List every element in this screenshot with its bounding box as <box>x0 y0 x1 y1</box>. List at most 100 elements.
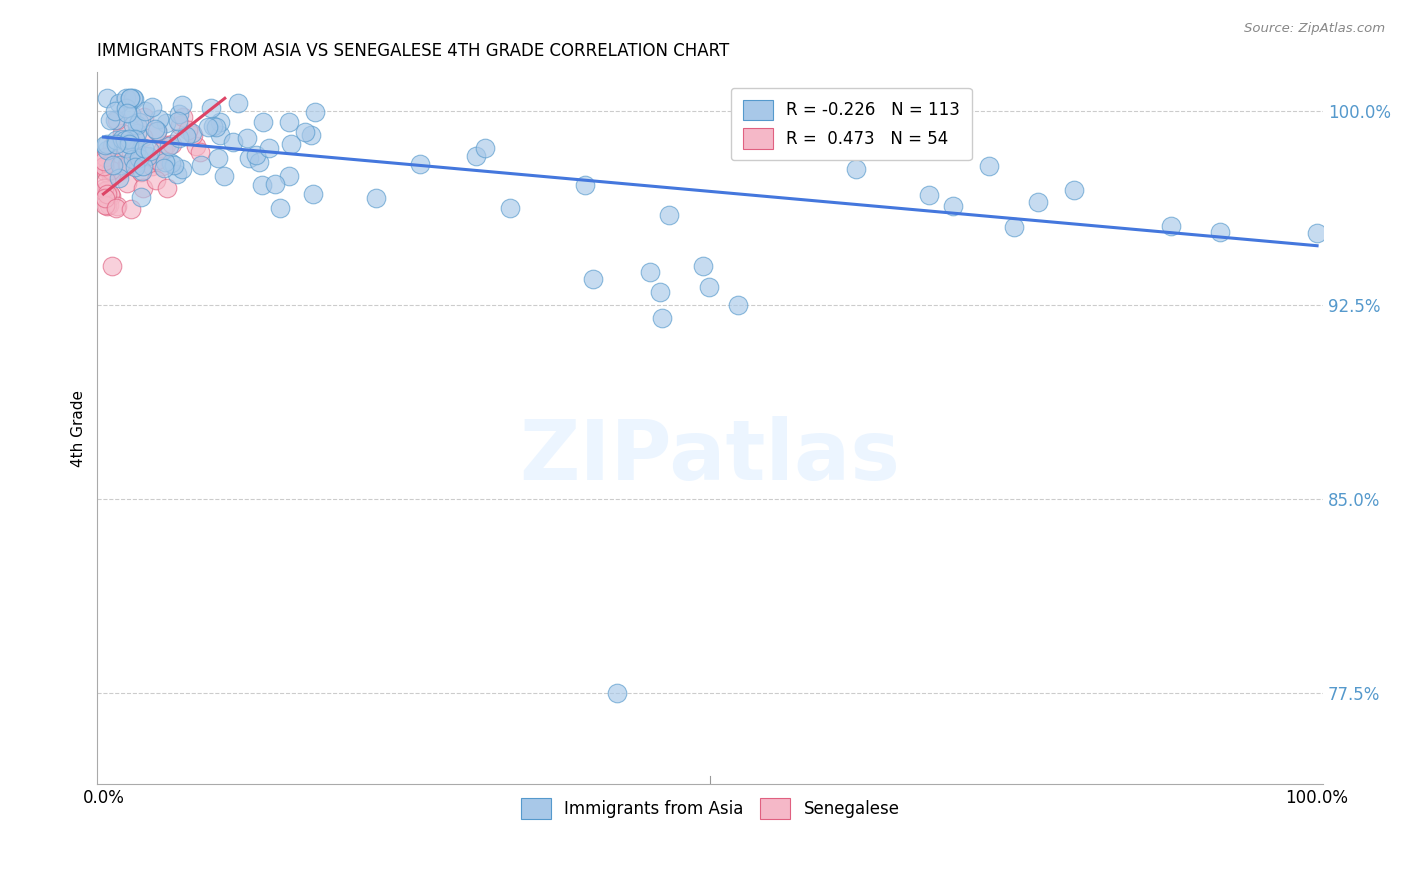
Y-axis label: 4th Grade: 4th Grade <box>72 390 86 467</box>
Point <box>141 159 163 173</box>
Point <box>299 128 322 143</box>
Point <box>93 181 115 195</box>
Point <box>190 145 212 159</box>
Point <box>145 121 167 136</box>
Point <box>145 153 167 167</box>
Point <box>115 105 138 120</box>
Point <box>115 141 138 155</box>
Point <box>97 198 120 212</box>
Point <box>207 151 229 165</box>
Point <box>120 91 142 105</box>
Point <box>129 190 152 204</box>
Point <box>94 165 117 179</box>
Point <box>98 113 121 128</box>
Point <box>120 202 142 217</box>
Point <box>114 133 136 147</box>
Point <box>918 188 941 202</box>
Point <box>93 161 115 175</box>
Point <box>699 280 721 294</box>
Point <box>93 154 115 169</box>
Point <box>574 178 596 192</box>
Point <box>128 151 150 165</box>
Point <box>111 132 134 146</box>
Point <box>120 91 142 105</box>
Point <box>163 159 186 173</box>
Point <box>409 157 432 171</box>
Point <box>120 106 142 120</box>
Point <box>638 264 661 278</box>
Point <box>145 173 167 187</box>
Point <box>692 260 714 274</box>
Point <box>156 181 179 195</box>
Point <box>125 118 148 132</box>
Point <box>180 126 202 140</box>
Point <box>108 158 131 172</box>
Point <box>108 170 131 185</box>
Point <box>605 686 627 700</box>
Point <box>269 201 291 215</box>
Point <box>96 137 118 152</box>
Point <box>250 178 273 192</box>
Point <box>93 159 115 173</box>
Point <box>132 180 155 194</box>
Point <box>122 92 145 106</box>
Point <box>278 115 301 129</box>
Point <box>128 115 150 129</box>
Point <box>166 113 188 128</box>
Point <box>105 112 128 127</box>
Point <box>100 189 122 203</box>
Point <box>208 115 231 129</box>
Point <box>100 163 122 178</box>
Point <box>105 133 128 147</box>
Point <box>190 158 212 172</box>
Point <box>169 131 191 145</box>
Point <box>134 104 156 119</box>
Point <box>118 137 141 152</box>
Point <box>222 135 245 149</box>
Point <box>1160 219 1182 233</box>
Point <box>134 149 156 163</box>
Point <box>146 124 169 138</box>
Point <box>100 260 122 274</box>
Point <box>499 201 522 215</box>
Point <box>96 199 118 213</box>
Point <box>127 126 149 140</box>
Point <box>181 128 204 142</box>
Point <box>136 149 159 163</box>
Point <box>465 148 488 162</box>
Point <box>277 169 299 184</box>
Point <box>280 137 302 152</box>
Point <box>184 139 207 153</box>
Point <box>201 120 224 134</box>
Point <box>131 160 153 174</box>
Point <box>474 141 496 155</box>
Point <box>118 132 141 146</box>
Point <box>200 101 222 115</box>
Point <box>93 138 115 153</box>
Point <box>93 184 115 198</box>
Point <box>226 96 249 111</box>
Point <box>166 167 188 181</box>
Point <box>204 120 226 134</box>
Point <box>94 150 117 164</box>
Point <box>160 137 183 152</box>
Point <box>155 137 177 152</box>
Point <box>96 174 118 188</box>
Point <box>125 144 148 158</box>
Point <box>124 132 146 146</box>
Point <box>264 178 287 192</box>
Point <box>304 104 326 119</box>
Point <box>94 191 117 205</box>
Point <box>134 110 156 124</box>
Point <box>236 130 259 145</box>
Text: Source: ZipAtlas.com: Source: ZipAtlas.com <box>1244 22 1385 36</box>
Point <box>167 107 190 121</box>
Point <box>94 198 117 212</box>
Point <box>197 120 219 134</box>
Point <box>141 100 163 114</box>
Point <box>132 130 155 145</box>
Point <box>582 272 605 286</box>
Point <box>1209 225 1232 239</box>
Point <box>107 96 129 111</box>
Point <box>176 129 198 144</box>
